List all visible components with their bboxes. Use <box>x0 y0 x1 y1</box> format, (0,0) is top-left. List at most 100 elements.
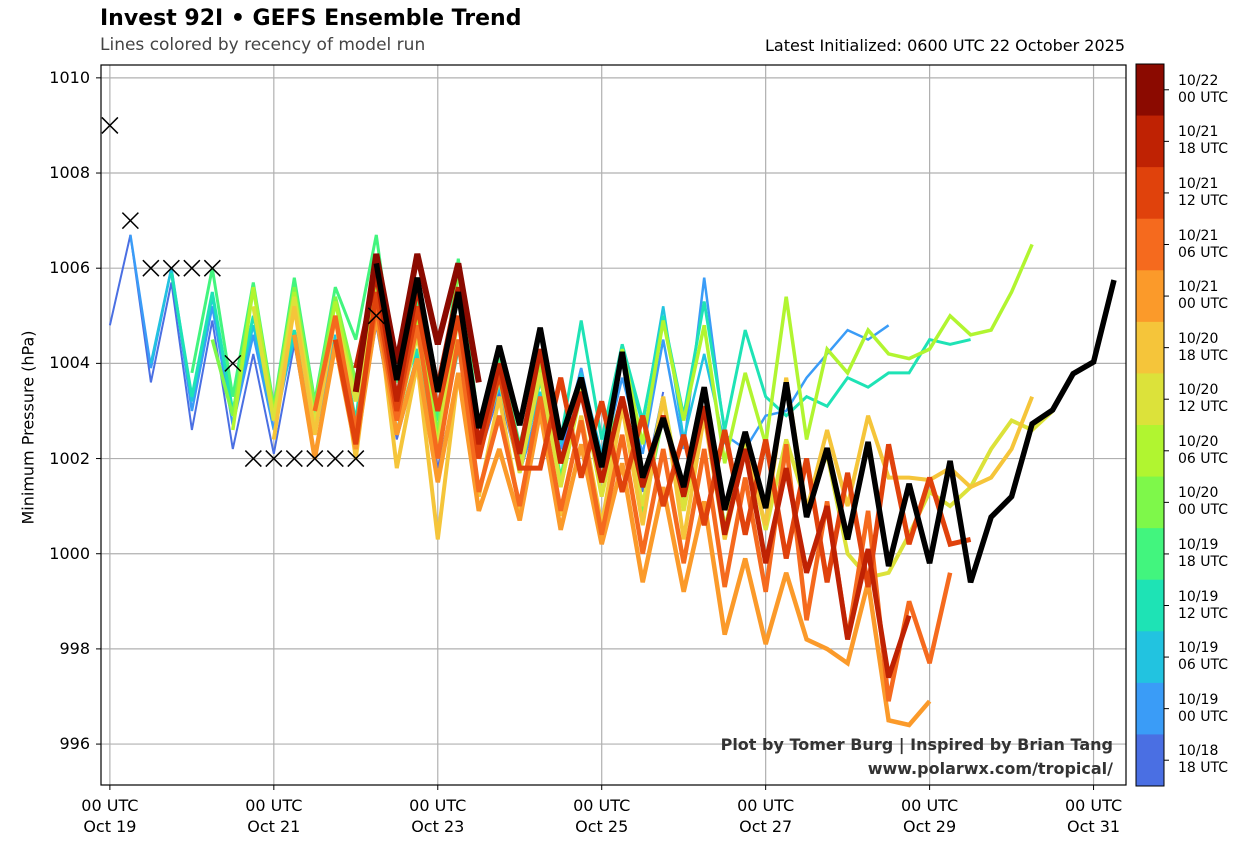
observation-x-marker <box>203 259 221 277</box>
colorbar-label: 10/19 00 UTC <box>1178 692 1228 726</box>
colorbar-label: 10/18 18 UTC <box>1178 743 1228 777</box>
colorbar-date: 10/20 <box>1178 485 1219 502</box>
x-tick-date: Oct 27 <box>739 817 793 836</box>
colorbar-time: 18 UTC <box>1178 347 1229 364</box>
colorbar-segment <box>1136 682 1164 735</box>
x-tick-date: Oct 19 <box>83 817 137 836</box>
colorbar-date: 10/20 <box>1178 382 1219 399</box>
colorbar-label: 10/19 18 UTC <box>1178 537 1228 571</box>
colorbar-time: 00 UTC <box>1178 296 1229 313</box>
colorbar-time: 18 UTC <box>1178 760 1229 777</box>
observation-x-marker <box>306 450 324 468</box>
colorbar-label: 10/19 06 UTC <box>1178 640 1228 674</box>
colorbar-date: 10/19 <box>1178 691 1219 708</box>
x-tick-label: 00 UTC Oct 25 <box>552 795 652 837</box>
colorbar-segment <box>1136 373 1164 426</box>
x-tick-label: 00 UTC Oct 31 <box>1044 795 1144 837</box>
x-tick-label: 00 UTC Oct 27 <box>716 795 816 837</box>
y-tick-label: 1004 <box>49 353 90 373</box>
observation-x-marker <box>347 450 365 468</box>
colorbar-time: 06 UTC <box>1178 244 1229 261</box>
x-stroke <box>367 307 385 325</box>
x-tick-date: Oct 23 <box>411 817 465 836</box>
ensemble-lines <box>108 234 1117 728</box>
colorbar-label: 10/20 18 UTC <box>1178 331 1228 365</box>
x-tick-time: 00 UTC <box>81 796 139 815</box>
colorbar-label: 10/20 06 UTC <box>1178 434 1228 468</box>
x-tick-time: 00 UTC <box>573 796 631 815</box>
colorbar-time: 18 UTC <box>1178 553 1229 570</box>
credit-line-1: Plot by Tomer Burg | Inspired by Brian T… <box>720 735 1113 754</box>
colorbar-frame <box>1135 63 1165 787</box>
ensemble-run-line <box>352 253 482 393</box>
observation-x-marker <box>265 450 283 468</box>
x-tick-label: 00 UTC Oct 29 <box>880 795 980 837</box>
x-tick-date: Oct 25 <box>575 817 629 836</box>
observation-x-marker <box>101 116 119 134</box>
colorbar-date: 10/21 <box>1178 227 1219 244</box>
colorbar-time: 12 UTC <box>1178 192 1229 209</box>
colorbar-date: 10/21 <box>1178 124 1219 141</box>
colorbar-label: 10/22 00 UTC <box>1178 73 1228 107</box>
colorbar-date: 10/18 <box>1178 743 1219 760</box>
y-tick-label: 1010 <box>49 67 90 87</box>
ensemble-run-line <box>373 262 1117 584</box>
colorbar-label: 10/21 00 UTC <box>1178 279 1228 313</box>
colorbar-segment <box>1136 734 1164 787</box>
x-tick-label: 00 UTC Oct 23 <box>388 795 488 837</box>
x-tick-date: Oct 31 <box>1066 817 1121 836</box>
latest-initialized: Latest Initialized: 0600 UTC 22 October … <box>764 36 1125 55</box>
observation-x-marker <box>326 450 344 468</box>
x-stroke <box>142 259 160 277</box>
colorbar-time: 12 UTC <box>1178 605 1229 622</box>
observation-x-marker <box>183 259 201 277</box>
observation-x-marker <box>142 259 160 277</box>
colorbar-date: 10/21 <box>1178 279 1219 296</box>
chart-subtitle: Lines colored by recency of model run <box>100 35 426 55</box>
x-stroke <box>265 450 283 468</box>
colorbar-date: 10/20 <box>1178 330 1219 347</box>
x-stroke <box>347 450 365 468</box>
colorbar-segment <box>1136 631 1164 684</box>
colorbar-segment <box>1136 167 1164 220</box>
colorbar-label: 10/20 12 UTC <box>1178 382 1228 416</box>
colorbar-date: 10/21 <box>1178 175 1219 192</box>
colorbar-label: 10/21 06 UTC <box>1178 228 1228 262</box>
x-stroke <box>183 259 201 277</box>
colorbar-segment <box>1136 115 1164 168</box>
observation-x-marker <box>224 354 242 372</box>
observation-x-marker <box>244 450 262 468</box>
x-tick-time: 00 UTC <box>245 796 303 815</box>
ensemble-run-line <box>292 315 932 728</box>
x-stroke <box>203 259 221 277</box>
y-tick-label: 996 <box>59 734 90 754</box>
colorbar-date: 10/19 <box>1178 536 1219 553</box>
x-tick-time: 00 UTC <box>1064 796 1123 815</box>
colorbar-label: 10/21 12 UTC <box>1178 176 1228 210</box>
x-stroke <box>162 259 180 277</box>
observation-x-marker <box>285 450 303 468</box>
y-tick-label: 1000 <box>49 543 90 563</box>
colorbar-time: 12 UTC <box>1178 399 1229 416</box>
x-stroke <box>244 450 262 468</box>
colorbar-date: 10/19 <box>1178 588 1219 605</box>
colorbar-time: 06 UTC <box>1178 450 1229 467</box>
observation-x-marker <box>367 307 385 325</box>
x-stroke <box>121 212 139 230</box>
chart-title: Invest 92I • GEFS Ensemble Trend <box>100 6 522 31</box>
y-tick-label: 998 <box>59 638 90 658</box>
x-tick-time: 00 UTC <box>409 796 467 815</box>
x-tick-date: Oct 21 <box>247 817 301 836</box>
colorbar-label: 10/20 00 UTC <box>1178 485 1228 519</box>
colorbar-time: 00 UTC <box>1178 708 1229 725</box>
observation-x-marker <box>121 212 139 230</box>
colorbar-segment <box>1136 64 1164 117</box>
colorbar-segment <box>1136 321 1164 374</box>
colorbar-time: 06 UTC <box>1178 657 1229 674</box>
x-tick-label: 00 UTC Oct 19 <box>60 795 160 837</box>
colorbar-segment <box>1136 528 1164 581</box>
x-stroke <box>224 354 242 372</box>
colorbar-segment <box>1136 476 1164 529</box>
colorbar-date: 10/20 <box>1178 433 1219 450</box>
